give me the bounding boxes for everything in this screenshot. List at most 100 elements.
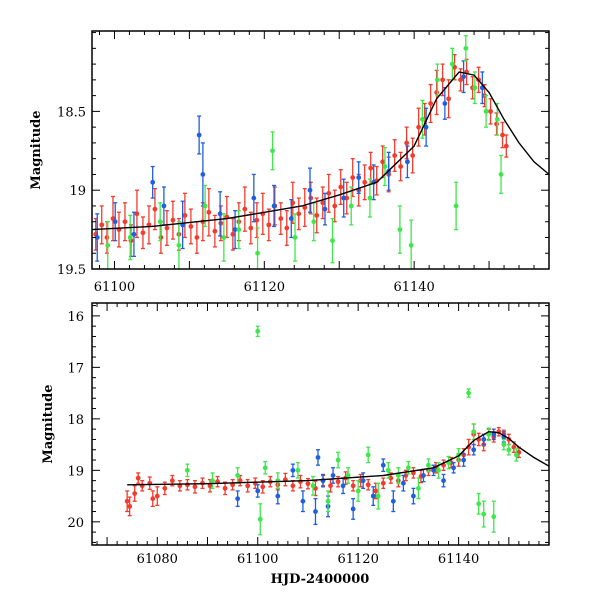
bottom-green-point xyxy=(185,467,190,473)
top-green-point xyxy=(463,45,469,51)
top-green-point xyxy=(382,164,388,169)
top-fit-curve xyxy=(92,71,549,231)
top-red-point xyxy=(494,121,499,127)
bottom-series-green xyxy=(185,325,519,536)
bottom-red-point xyxy=(380,480,386,486)
top-red-point xyxy=(182,213,188,218)
top-red-point xyxy=(242,206,248,212)
bottom-green-point xyxy=(295,467,301,473)
bottom-y-tick-label: 18 xyxy=(67,413,84,428)
bottom-green-point xyxy=(325,498,331,504)
top-red-point xyxy=(500,132,505,138)
bottom-y-tick-label: 20 xyxy=(67,516,84,531)
top-panel-frame xyxy=(91,30,550,270)
top-green-point xyxy=(157,219,163,225)
top-red-point xyxy=(428,101,434,106)
bottom-blue-point xyxy=(300,498,306,504)
top-red-point xyxy=(218,220,224,226)
bottom-plot-area xyxy=(124,325,549,536)
top-blue-point xyxy=(232,227,238,232)
bottom-blue-point xyxy=(451,465,456,471)
bottom-red-point xyxy=(192,484,198,490)
bottom-red-point xyxy=(132,491,138,496)
top-blue-point xyxy=(112,219,118,225)
bottom-red-point xyxy=(185,482,190,488)
top-green-point xyxy=(236,227,242,232)
top-red-point xyxy=(170,217,176,223)
bottom-blue-point xyxy=(431,467,436,473)
top-red-point xyxy=(446,96,452,102)
top-red-point xyxy=(206,209,212,215)
top-red-point xyxy=(308,195,314,201)
bottom-green-point xyxy=(365,452,371,458)
top-green-point xyxy=(367,195,373,201)
bottom-x-tick-label: 61080 xyxy=(137,552,178,567)
top-green-point xyxy=(348,203,354,209)
bottom-green-point xyxy=(355,488,361,494)
bottom-red-point xyxy=(162,485,168,491)
bottom-red-point xyxy=(124,498,130,504)
bottom-red-point xyxy=(260,484,266,490)
top-red-point xyxy=(284,225,290,231)
top-green-point xyxy=(494,116,500,122)
top-green-point xyxy=(498,172,504,177)
top-green-point xyxy=(105,242,111,248)
top-red-point xyxy=(188,224,194,229)
bottom-red-point xyxy=(305,481,311,487)
bottom-blue-point xyxy=(491,431,497,437)
bottom-red-point xyxy=(350,483,356,489)
top-red-point xyxy=(392,153,398,158)
bottom-blue-point xyxy=(330,473,336,478)
top-green-point xyxy=(255,250,260,256)
top-axis-ticks: 61100 61120 61140 18.5 19 19.5 xyxy=(57,31,550,295)
top-red-point xyxy=(434,90,440,95)
bottom-blue-point xyxy=(380,462,386,468)
bottom-red-point xyxy=(245,483,251,489)
bottom-x-tick-label: 61100 xyxy=(237,552,278,567)
bottom-blue-point xyxy=(461,457,467,463)
bottom-green-point xyxy=(210,478,215,484)
top-x-tick-label: 61100 xyxy=(94,280,135,295)
top-green-point xyxy=(419,116,425,122)
bottom-green-point xyxy=(501,442,507,447)
top-red-point xyxy=(248,225,254,231)
top-blue-point xyxy=(288,216,294,221)
bottom-green-point xyxy=(395,473,401,478)
top-green-point xyxy=(453,203,459,209)
top-green-point xyxy=(221,235,227,240)
top-green-point xyxy=(434,77,440,83)
top-blue-point xyxy=(322,206,328,212)
top-green-point xyxy=(449,61,455,67)
bottom-green-point xyxy=(257,516,263,522)
bottom-blue-point xyxy=(471,447,477,453)
bottom-blue-point xyxy=(360,478,366,484)
top-red-point xyxy=(212,228,218,234)
top-red-point xyxy=(488,108,493,114)
top-red-point xyxy=(416,124,422,130)
top-blue-point xyxy=(150,179,156,185)
bottom-green-point xyxy=(375,493,381,499)
top-red-point xyxy=(410,153,416,158)
bottom-y-tick-label: 17 xyxy=(67,361,84,376)
top-blue-point xyxy=(405,159,410,165)
top-red-point xyxy=(503,143,509,149)
bottom-blue-point xyxy=(370,493,376,499)
top-blue-point xyxy=(423,124,429,130)
top-green-point xyxy=(472,85,478,91)
top-red-point xyxy=(398,164,404,169)
bottom-red-point xyxy=(237,478,243,484)
top-red-point xyxy=(338,184,344,190)
bottom-blue-point xyxy=(340,483,346,489)
bottom-blue-point xyxy=(481,437,487,442)
bottom-red-point xyxy=(365,482,371,488)
bottom-green-point xyxy=(335,457,341,463)
top-series-red xyxy=(93,53,509,258)
bottom-red-point xyxy=(222,485,228,491)
bottom-blue-point xyxy=(350,506,356,512)
top-red-point xyxy=(164,225,170,231)
bottom-red-point xyxy=(150,496,156,502)
bottom-blue-point xyxy=(315,455,321,460)
bottom-panel-frame xyxy=(91,302,550,546)
top-blue-point xyxy=(196,132,202,138)
top-red-point xyxy=(122,219,128,225)
